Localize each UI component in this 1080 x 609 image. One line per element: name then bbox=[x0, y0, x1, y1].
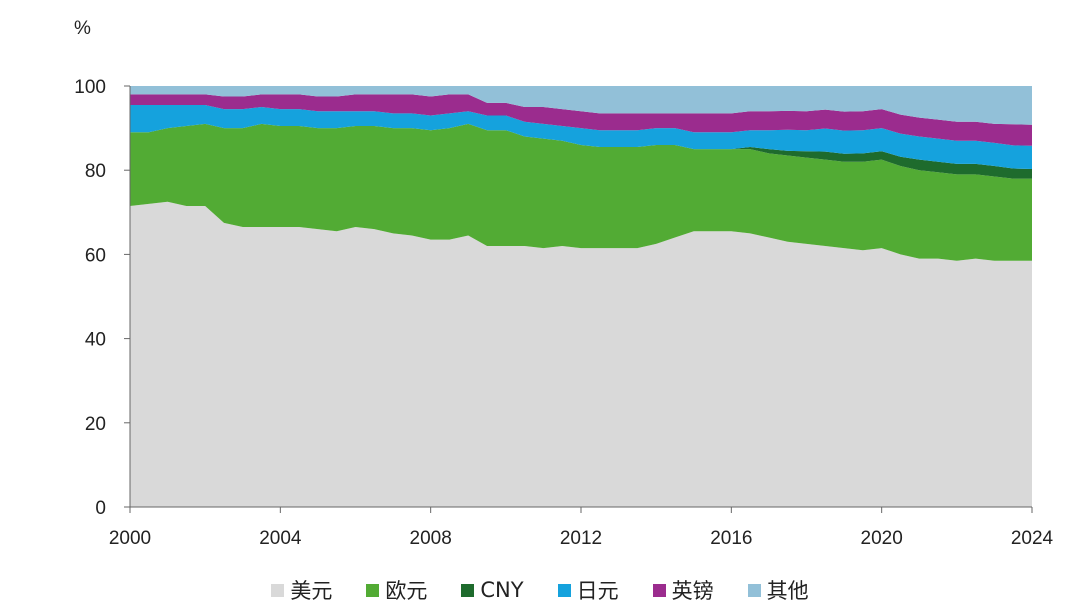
area-series-3 bbox=[130, 104, 1032, 169]
x-tick-label: 2000 bbox=[109, 528, 151, 549]
y-tick-label: 80 bbox=[85, 161, 106, 182]
legend-swatch bbox=[366, 583, 380, 597]
area-series-layer bbox=[130, 86, 1032, 507]
area-series-4 bbox=[130, 94, 1032, 146]
legend-swatch bbox=[557, 583, 571, 597]
stacked-area-chart: 0 20 40 60 80 100 2000 2004 2008 2012 2016 2020 2024… bbox=[74, 18, 1054, 549]
legend-swatch bbox=[461, 583, 475, 597]
legend-label: 其他 bbox=[766, 579, 809, 603]
x-tick-label: 2024 bbox=[1011, 528, 1054, 549]
y-tick-label: 100 bbox=[74, 77, 106, 98]
legend-swatch bbox=[271, 583, 285, 597]
legend-label: 日元 bbox=[576, 579, 619, 603]
y-tick-label: 60 bbox=[85, 245, 106, 266]
chart-legend: 美元 欧元 CNY 日元 英镑 其他 bbox=[0, 572, 1080, 608]
x-tick-label: 2008 bbox=[410, 528, 452, 549]
x-tick-label: 2012 bbox=[560, 528, 602, 549]
legend-item: 欧元 bbox=[366, 575, 427, 605]
area-series-1 bbox=[130, 123, 1032, 261]
x-tick-label: 2016 bbox=[710, 528, 752, 549]
legend-swatch bbox=[652, 583, 666, 597]
area-series-5 bbox=[130, 86, 1032, 125]
legend-label: 美元 bbox=[290, 579, 333, 603]
y-tick-label: 40 bbox=[85, 330, 106, 351]
y-tick-label: 20 bbox=[85, 414, 106, 435]
x-tick-label: 2020 bbox=[861, 528, 903, 549]
y-tick-label: 0 bbox=[95, 498, 106, 519]
legend-item: 美元 bbox=[271, 575, 332, 605]
legend-item: 日元 bbox=[557, 575, 619, 605]
legend-label: CNY bbox=[480, 578, 524, 602]
legend-label: 英镑 bbox=[671, 579, 714, 603]
legend-swatch bbox=[747, 583, 761, 597]
legend-item: 英镑 bbox=[652, 575, 714, 605]
axes-layer: 0 20 40 60 80 100 2000 2004 2008 2012 2016 2020 2024 bbox=[74, 77, 1053, 549]
legend-item: CNY bbox=[461, 578, 524, 602]
y-unit-label: % bbox=[74, 18, 91, 39]
legend-item: 其他 bbox=[747, 575, 809, 605]
area-series-0 bbox=[130, 201, 1032, 507]
x-tick-label: 2004 bbox=[259, 528, 302, 549]
legend-label: 欧元 bbox=[385, 579, 428, 603]
